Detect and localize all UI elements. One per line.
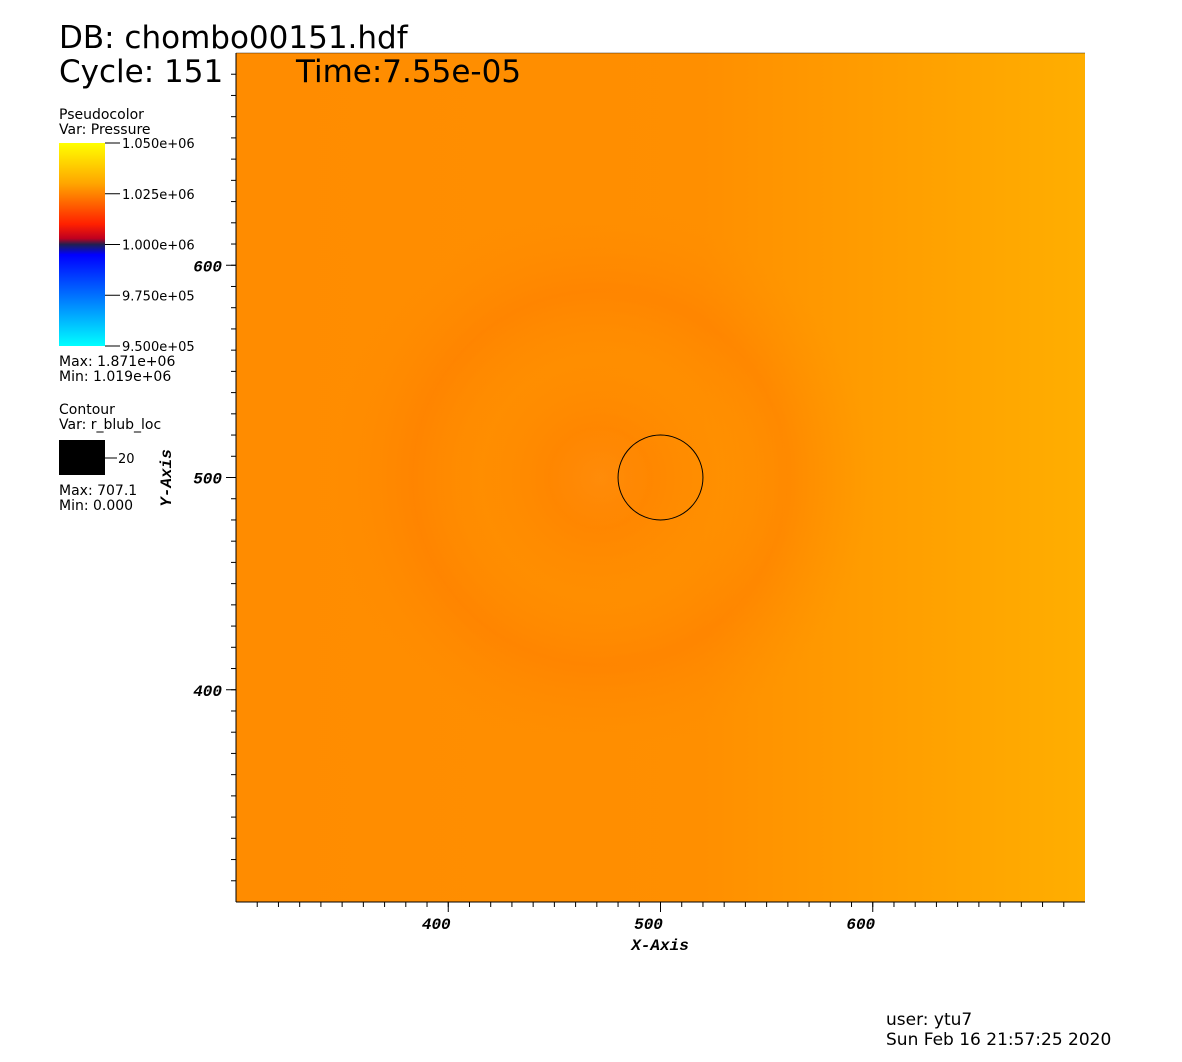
legend-title: Pseudocolor [59,107,144,123]
cycle: Cycle: 151 [59,54,223,90]
y-tick-label: 400 [193,683,222,701]
x-tick-label: 400 [422,916,451,934]
x-tick-label: 500 [634,916,663,934]
contour-title: Contour [59,402,115,418]
contour-min: Min: 0.000 [59,498,133,514]
contour-line [617,434,704,521]
legend-max: Max: 1.871e+06 [59,354,175,370]
colorbar-tick-label: 1.000e+06 [122,239,195,254]
x-tick-label: 600 [846,916,875,934]
y-axis-title: Y-Axis [158,449,176,507]
legend-var: Var: Pressure [59,122,151,138]
db-title: DB: chombo00151.hdf [59,20,409,56]
user: user: ytu7 [886,1010,972,1030]
colorbar-tick-label: 1.050e+06 [122,137,195,152]
contour-swatch [59,440,105,475]
colorbar-tick-label: 9.500e+05 [122,340,195,355]
contour-legend-label: 20 [118,452,135,467]
colorbar [59,143,105,346]
colorbar-tick-label: 1.025e+06 [122,188,195,203]
x-axis-title: X-Axis [630,937,689,955]
time: Time:7.55e-05 [295,54,521,90]
legend-min: Min: 1.019e+06 [59,369,171,385]
pressure-swirl [260,138,940,818]
y-tick-label: 600 [193,258,222,276]
plot-area [236,53,1085,902]
contour-max: Max: 707.1 [59,483,137,499]
y-tick-label: 500 [193,471,222,489]
colorbar-tick-label: 9.750e+05 [122,289,195,304]
contour-var: Var: r_blub_loc [59,417,161,433]
date: Sun Feb 16 21:57:25 2020 [886,1030,1111,1050]
